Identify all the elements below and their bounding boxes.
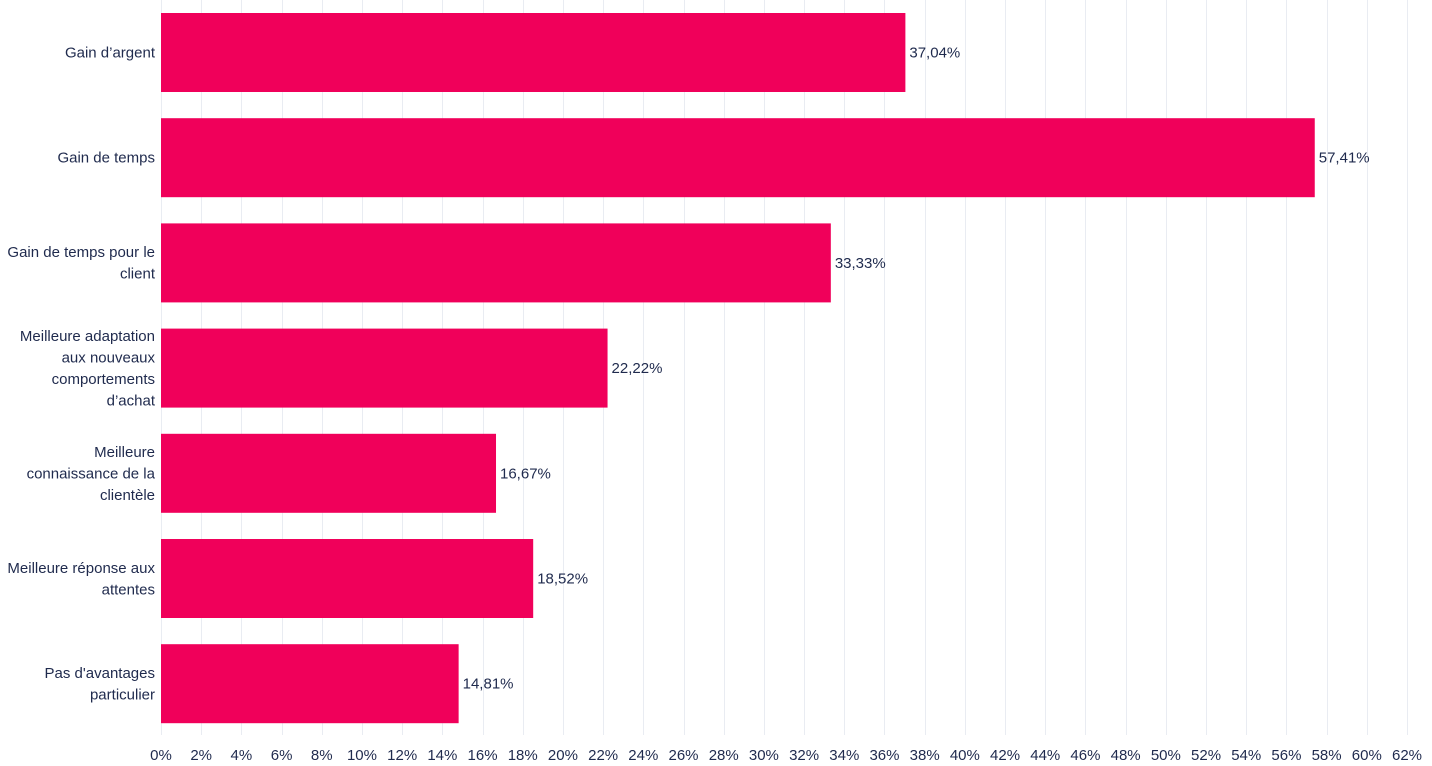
- x-tick-label: 40%: [950, 747, 980, 764]
- x-tick-label: 16%: [468, 747, 498, 764]
- x-tick-label: 62%: [1392, 747, 1422, 764]
- value-label: 16,67%: [500, 465, 551, 482]
- x-tick-label: 4%: [231, 747, 253, 764]
- category-label: Meilleure réponse aux attentes: [7, 560, 155, 599]
- x-tick-label: 28%: [709, 747, 739, 764]
- x-axis-tick-labels: 0% 2% 4% 6% 8% 10% 12% 14% 16% 18% 20% 22% 24% 26% 28%…: [150, 747, 1422, 764]
- category-label-line: Gain d’argent: [65, 45, 156, 62]
- bar: [161, 118, 1315, 198]
- category-label-line: attentes: [102, 581, 155, 598]
- value-label: 22,22%: [612, 360, 663, 377]
- x-tick-label: 52%: [1191, 747, 1221, 764]
- category-label-line: client: [120, 266, 156, 283]
- category-label: Gain de temps pour le client: [7, 244, 155, 283]
- x-tick-label: 50%: [1151, 747, 1181, 764]
- x-tick-label: 2%: [190, 747, 212, 764]
- x-tick-label: 14%: [427, 747, 457, 764]
- category-label: Pas d'avantages particulier: [45, 665, 155, 704]
- category-label-line: aux nouveaux: [62, 349, 156, 366]
- x-tick-label: 6%: [271, 747, 293, 764]
- value-labels: 37,04% 57,41% 33,33% 22,22% 16,67% 18,52% 14,8…: [463, 45, 1370, 693]
- x-tick-label: 8%: [311, 747, 333, 764]
- bar: [161, 328, 608, 408]
- bar: [161, 644, 459, 724]
- category-label-line: connaissance de la: [27, 465, 156, 482]
- value-label: 33,33%: [835, 255, 886, 272]
- category-label-line: particulier: [90, 686, 155, 703]
- x-tick-label: 46%: [1070, 747, 1100, 764]
- x-tick-label: 0%: [150, 747, 172, 764]
- category-label-line: Gain de temps: [57, 150, 155, 167]
- x-tick-label: 48%: [1111, 747, 1141, 764]
- x-tick-label: 10%: [347, 747, 377, 764]
- bar: [161, 13, 906, 92]
- value-label: 14,81%: [463, 676, 514, 693]
- x-tick-label: 18%: [508, 747, 538, 764]
- x-tick-label: 42%: [990, 747, 1020, 764]
- x-tick-label: 20%: [548, 747, 578, 764]
- x-tick-label: 34%: [829, 747, 859, 764]
- x-tick-label: 54%: [1231, 747, 1261, 764]
- x-tick-label: 24%: [628, 747, 658, 764]
- category-labels: Gain d’argent Gain de temps Gain de temps …: [7, 45, 155, 704]
- category-label: Gain de temps: [57, 150, 155, 167]
- bar: [161, 223, 831, 303]
- x-tick-label: 26%: [669, 747, 699, 764]
- x-tick-label: 12%: [387, 747, 417, 764]
- x-tick-label: 32%: [789, 747, 819, 764]
- category-label-line: comportements: [52, 371, 155, 388]
- value-label: 57,41%: [1319, 150, 1370, 167]
- bar: [161, 433, 497, 513]
- value-label: 18,52%: [537, 571, 588, 588]
- x-tick-label: 58%: [1312, 747, 1342, 764]
- category-label-line: Meilleure réponse aux: [7, 560, 155, 577]
- x-tick-label: 30%: [749, 747, 779, 764]
- category-label-line: Pas d'avantages: [45, 665, 155, 682]
- x-tick-label: 44%: [1030, 747, 1060, 764]
- category-label-line: Gain de temps pour le: [7, 244, 155, 261]
- value-label: 37,04%: [909, 45, 960, 62]
- x-tick-label: 22%: [588, 747, 618, 764]
- category-label: Meilleure adaptation aux nouveaux comporte…: [20, 328, 156, 410]
- x-tick-label: 36%: [869, 747, 899, 764]
- bars: [161, 13, 1315, 724]
- x-tick-label: 38%: [910, 747, 940, 764]
- category-label-line: Meilleure: [94, 444, 155, 461]
- category-label-line: clientèle: [100, 487, 155, 504]
- bar: [161, 539, 534, 618]
- x-tick-label: 56%: [1271, 747, 1301, 764]
- category-label: Gain d’argent: [65, 45, 156, 62]
- x-tick-label: 60%: [1352, 747, 1382, 764]
- category-label-line: Meilleure adaptation: [20, 328, 155, 345]
- category-label-line: d’achat: [107, 392, 156, 409]
- category-label: Meilleure connaissance de la clientèle: [27, 444, 156, 504]
